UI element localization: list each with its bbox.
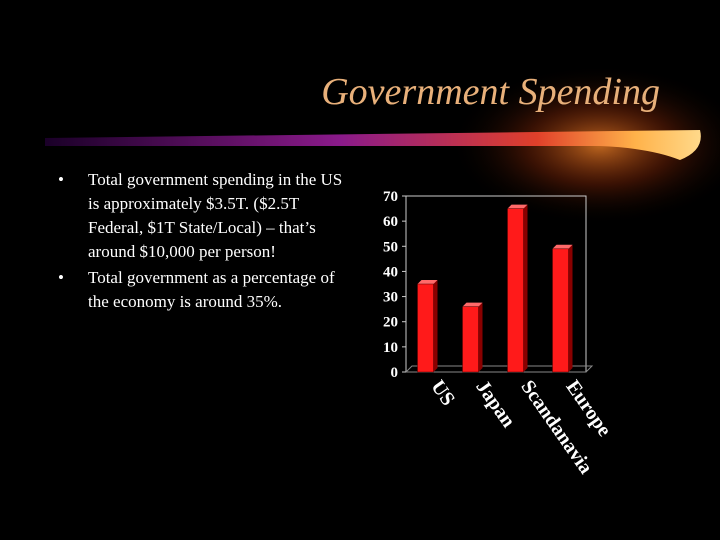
y-tick-label: 30 xyxy=(383,290,398,306)
bar-top xyxy=(507,204,528,209)
bullet-text: Total government spending in the US is a… xyxy=(88,170,343,261)
category-label: Japan xyxy=(471,376,519,431)
y-tick-label: 40 xyxy=(383,264,398,280)
plot-floor xyxy=(404,365,594,373)
category-label: US xyxy=(426,376,459,410)
bullet-list: • Total government spending in the US is… xyxy=(58,168,348,316)
bar xyxy=(507,208,524,373)
bullet-item: • Total government spending in the US is… xyxy=(58,168,348,264)
bullet-text: Total government as a percentage of the … xyxy=(88,268,335,311)
bar-top xyxy=(552,244,573,249)
y-tick-label: 0 xyxy=(391,365,399,381)
slide-title: Government Spending xyxy=(321,71,660,113)
y-tick-label: 70 xyxy=(383,189,398,205)
bar-side xyxy=(523,204,528,372)
bullet-marker: • xyxy=(58,268,64,287)
bar xyxy=(552,248,569,373)
y-tick-label: 20 xyxy=(383,315,398,331)
bar xyxy=(417,283,434,373)
bar-top xyxy=(462,302,483,307)
bar-top xyxy=(417,280,438,284)
y-tick-label: 10 xyxy=(383,340,398,356)
y-tick-label: 60 xyxy=(383,214,398,230)
bar xyxy=(462,306,479,373)
bar-side xyxy=(433,280,438,372)
y-tick-label: 50 xyxy=(383,239,398,255)
bar-side xyxy=(568,244,573,372)
bullet-marker: • xyxy=(58,170,64,189)
bar-side xyxy=(478,302,483,372)
bullet-item: • Total government as a percentage of th… xyxy=(58,266,348,314)
